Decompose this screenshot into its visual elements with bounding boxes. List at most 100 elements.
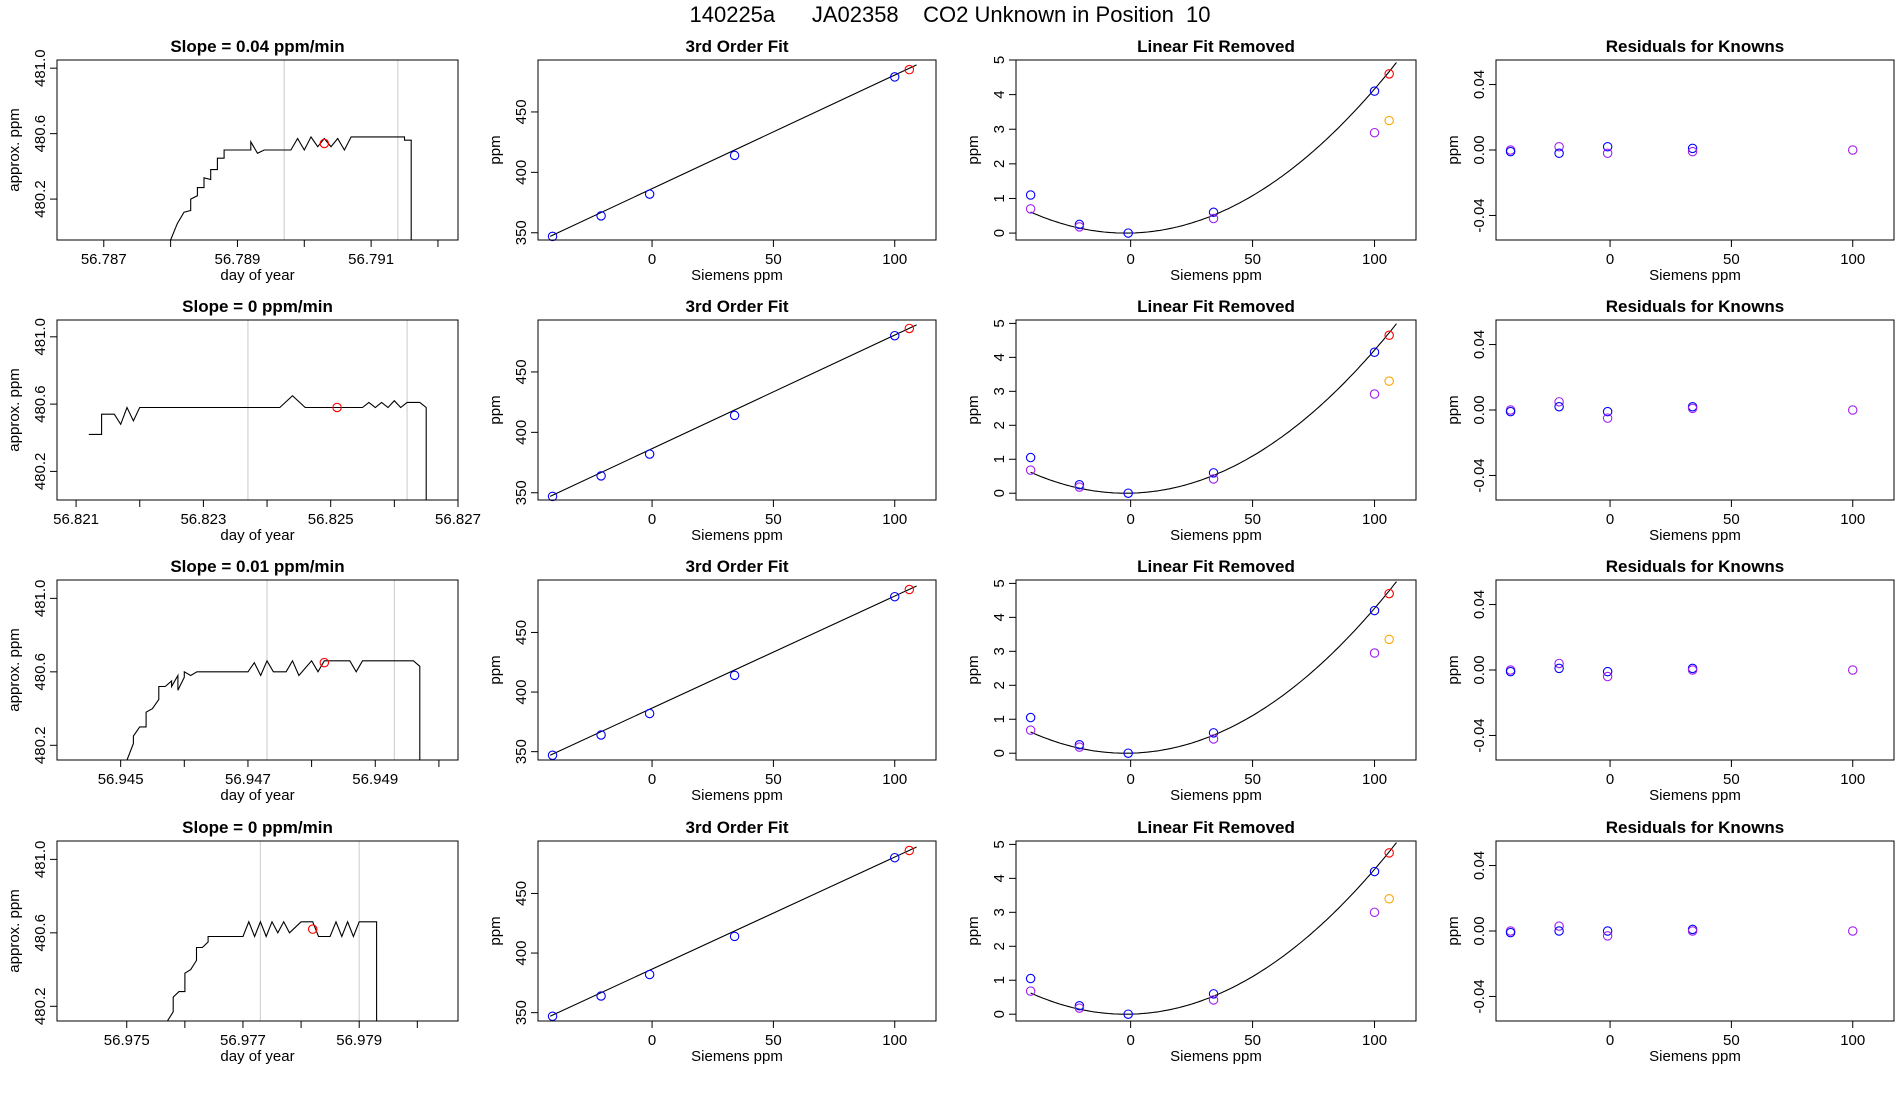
data-point [1369,866,1380,877]
plot-frame [537,840,937,1022]
data-point [1074,222,1085,232]
x-tick-label: 50 [765,771,782,788]
panel-fit-row3: 3rd Order Fit 0 50 100 Siemens ppm 350 400 450 p… [487,557,937,804]
x-tick-label: 100 [1362,771,1387,788]
x-tick-label: 56.947 [225,771,271,788]
x-tick-label: 100 [1362,1032,1387,1049]
data-point [904,845,915,856]
x-axis-label: Siemens ppm [1649,787,1741,804]
y-tick-label: 0.00 [1471,655,1488,684]
data-point [1025,452,1036,463]
data-point [1554,926,1564,936]
data-point [1074,479,1085,490]
x-tick-label: 56.821 [53,511,99,528]
x-tick-label: 0 [648,1032,656,1049]
panel-title: Residuals for Knowns [1606,297,1785,316]
x-axis-label: Siemens ppm [1649,267,1741,284]
panel-residuals-row1: Residuals for Knowns 0 50 100 Siemens ppm -0.… [1445,37,1895,284]
data-point [1384,115,1394,126]
y-tick-label: 3 [991,908,1008,916]
data-point [1208,207,1219,218]
data-point [1074,742,1085,752]
data-point [1687,403,1698,414]
data-point [1074,739,1085,750]
x-tick-label: 100 [1840,511,1865,528]
data-point [1554,148,1564,159]
y-tick-label: 350 [513,739,530,764]
y-tick-label: 0.04 [1471,70,1488,99]
x-axis-label: Siemens ppm [1170,1048,1262,1065]
fit-line [549,64,917,237]
data-point [1369,127,1380,138]
fit-curve [1030,842,1397,1015]
data-point [1384,848,1394,858]
data-point [1687,146,1698,157]
series-line [126,659,421,760]
data-layer [166,841,378,1021]
x-tick-label: 56.787 [81,251,127,268]
y-tick-label: 350 [513,1000,530,1025]
fit-curve [1030,62,1397,234]
panel-title: Linear Fit Removed [1137,557,1295,576]
y-tick-label: 2 [991,942,1008,950]
data-point [1074,219,1085,230]
data-point [1554,921,1564,931]
y-axis-label: ppm [487,916,504,945]
x-tick-label: 56.827 [435,511,481,528]
x-tick-label: 100 [1840,1032,1865,1049]
x-tick-label: 56.823 [180,511,226,528]
data-point [1369,389,1380,399]
data-layer [126,580,421,760]
x-tick-label: 100 [882,771,907,788]
y-axis-label: ppm [1445,655,1462,684]
panel-linear-removed-row3: Linear Fit Removed 0 50 100 Siemens ppm 0 1 2 3 4… [965,557,1417,804]
y-tick-label: 3 [991,125,1008,133]
x-tick-label: 0 [648,511,656,528]
y-axis-label: ppm [1445,916,1462,945]
y-axis-label: ppm [487,135,504,164]
x-tick-label: 56.949 [352,771,398,788]
y-tick-label: 3 [991,647,1008,655]
data-point [1847,665,1858,675]
data-point [1554,658,1564,669]
panel-timeseries-row3: Slope = 0.01 ppm/min 56.945 56.947 56.949 da… [6,557,459,804]
data-point [596,471,606,481]
panel-timeseries-row1: Slope = 0.04 ppm/min 56.787 56.789 56.791 da… [6,37,459,284]
y-tick-label: 5 [991,579,1008,587]
data-point [1554,401,1564,412]
data-point [729,410,740,421]
x-tick-label: 0 [1606,251,1614,268]
data-point [1384,376,1394,386]
data-point [1208,474,1219,484]
data-point [332,402,342,413]
fit-line [549,585,917,756]
y-tick-label: 450 [513,99,530,124]
y-axis-label: ppm [487,395,504,424]
data-point [1847,405,1858,415]
x-tick-label: 0 [648,771,656,788]
data-point [596,730,606,740]
y-tick-label: 2 [991,160,1008,168]
data-point [1384,330,1394,341]
x-tick-label: 56.979 [336,1032,382,1049]
data-point [1208,734,1219,744]
panel-title: 3rd Order Fit [686,818,789,837]
y-tick-label: 1 [991,455,1008,463]
x-tick-label: 50 [1723,511,1740,528]
y-tick-label: 0.04 [1471,851,1488,880]
x-tick-label: 0 [1606,1032,1614,1049]
data-point [1847,926,1858,936]
plot-frame [56,840,459,1022]
x-tick-label: 100 [1840,251,1865,268]
y-tick-label: 4 [991,613,1008,621]
y-tick-label: 1 [991,715,1008,723]
y-tick-label: 481.0 [32,580,49,618]
x-axis-label: day of year [220,527,294,544]
x-tick-label: 50 [765,251,782,268]
data-point [1025,465,1036,475]
data-point [1074,482,1085,492]
y-tick-label: 5 [991,840,1008,848]
x-tick-label: 50 [1244,251,1261,268]
y-axis-label: ppm [965,395,982,424]
y-tick-label: 0.00 [1471,395,1488,424]
